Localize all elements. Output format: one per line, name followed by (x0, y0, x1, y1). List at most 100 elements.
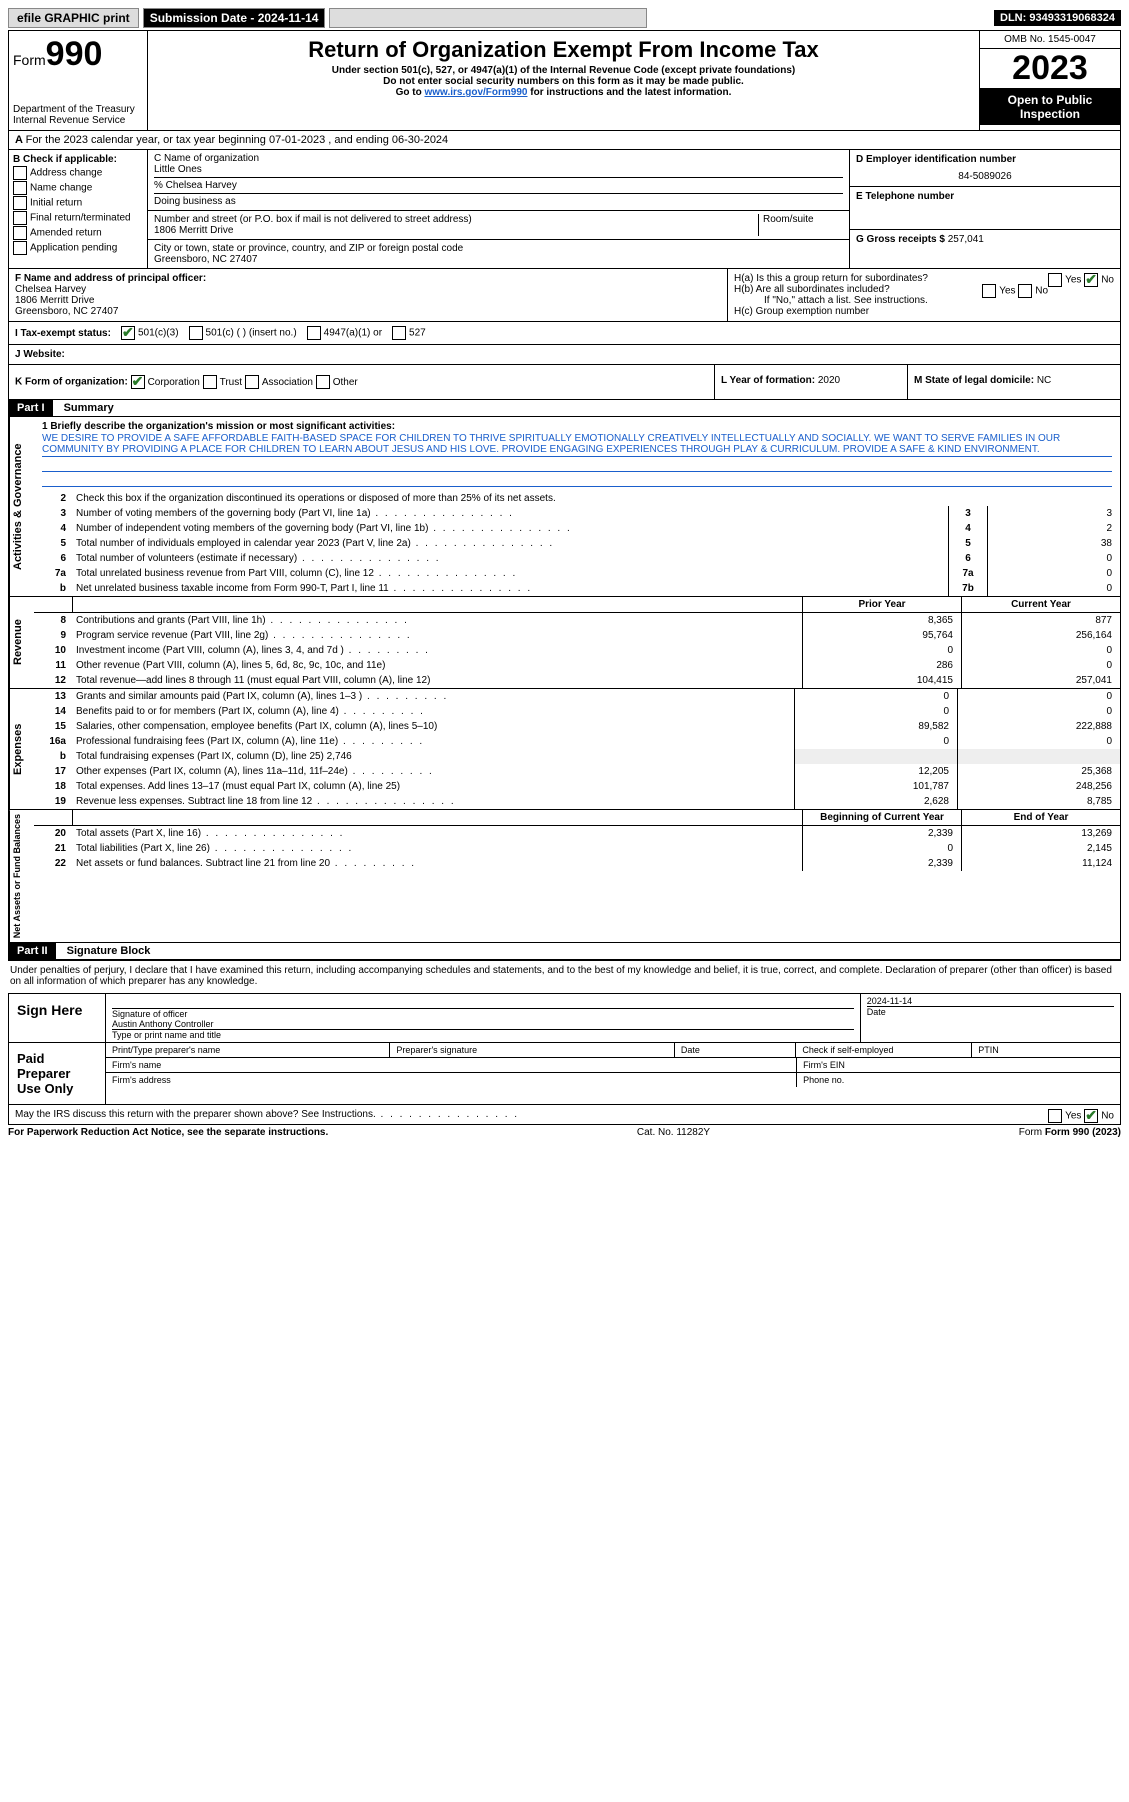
mission-label: 1 Briefly describe the organization's mi… (42, 421, 395, 432)
opt-name-change[interactable]: Name change (13, 181, 143, 195)
net-assets-section: Net Assets or Fund Balances Beginning of… (9, 810, 1120, 942)
opt-corp[interactable]: Corporation (131, 377, 200, 388)
city-cell: City or town, state or province, country… (148, 240, 849, 268)
net-side-label: Net Assets or Fund Balances (9, 810, 34, 942)
prep-name-label: Print/Type preparer's name (106, 1043, 390, 1057)
officer-addr2: Greensboro, NC 27407 (15, 306, 118, 317)
officer-label: F Name and address of principal officer: (15, 273, 206, 284)
irs-label: Internal Revenue Service (13, 115, 143, 126)
ptin-label: PTIN (972, 1043, 1120, 1057)
opt-amended[interactable]: Amended return (13, 226, 143, 240)
sig-date-cell: 2024-11-14 Date (861, 994, 1120, 1042)
prep-date-label: Date (675, 1043, 797, 1057)
dept-treasury: Department of the Treasury (13, 104, 143, 115)
box-m: M State of legal domicile: NC (907, 365, 1120, 399)
h-c: H(c) Group exemption number (734, 306, 1114, 317)
room-suite: Room/suite (758, 214, 843, 236)
line-3: 3Number of voting members of the governi… (34, 506, 1120, 521)
form-number: Form990 (13, 35, 143, 74)
part1-title: Summary (56, 400, 122, 416)
discuss-yesno[interactable]: Yes No (1048, 1109, 1114, 1123)
opt-4947[interactable]: 4947(a)(1) or (307, 326, 382, 340)
goto-pre: Go to (396, 87, 425, 98)
subtitle-2: Do not enter social security numbers on … (152, 76, 975, 87)
subtitle-1: Under section 501(c), 527, or 4947(a)(1)… (152, 65, 975, 76)
form-header: Form990 Department of the Treasury Inter… (9, 31, 1120, 131)
part1-header: Part I Summary (9, 400, 1120, 417)
perjury-statement: Under penalties of perjury, I declare th… (8, 961, 1121, 991)
org-name: Little Ones (154, 164, 843, 175)
street-address: 1806 Merritt Drive (154, 225, 758, 236)
mission-block: 1 Briefly describe the organization's mi… (34, 417, 1120, 491)
box-f: F Name and address of principal officer:… (9, 269, 727, 321)
sign-here-row: Sign Here Signature of officer Austin An… (9, 994, 1120, 1043)
expenses-table: 13Grants and similar amounts paid (Part … (34, 689, 1120, 809)
part2-title: Signature Block (59, 943, 159, 959)
line-2: 2Check this box if the organization disc… (34, 491, 1120, 506)
prep-sig-label: Preparer's signature (390, 1043, 674, 1057)
sig-officer-label: Signature of officer (112, 1008, 854, 1019)
info-block: B Check if applicable: Address change Na… (9, 150, 1120, 269)
mission-blank2 (42, 472, 1112, 487)
sign-date: 2024-11-14 (867, 996, 1114, 1006)
opt-final-return[interactable]: Final return/terminated (13, 211, 143, 225)
opt-address-change[interactable]: Address change (13, 166, 143, 180)
line-15: 15Salaries, other compensation, employee… (34, 719, 1120, 734)
opt-501c[interactable]: 501(c) ( ) (insert no.) (189, 326, 297, 340)
irs-link[interactable]: www.irs.gov/Form990 (424, 87, 527, 98)
revenue-side-label: Revenue (9, 597, 34, 688)
opt-501c3[interactable]: 501(c)(3) (121, 326, 179, 340)
k-l-m-row: K Form of organization: Corporation Trus… (9, 365, 1120, 400)
line-6: 6Total number of volunteers (estimate if… (34, 551, 1120, 566)
form-label: Form (13, 52, 46, 68)
gross-label: G Gross receipts $ (856, 234, 945, 245)
line-a: A For the 2023 calendar year, or tax yea… (9, 131, 1120, 150)
ein-label: D Employer identification number (856, 154, 1016, 165)
opt-trust[interactable]: Trust (203, 377, 242, 388)
opt-other[interactable]: Other (316, 377, 358, 388)
expenses-section: Expenses 13Grants and similar amounts pa… (9, 689, 1120, 810)
org-name-label: C Name of organization (154, 153, 843, 164)
net-content: Beginning of Current YearEnd of Year 20T… (34, 810, 1120, 942)
opt-527[interactable]: 527 (392, 326, 426, 340)
paid-content: Print/Type preparer's name Preparer's si… (106, 1043, 1120, 1104)
line-12: 12Total revenue—add lines 8 through 11 (… (34, 673, 1120, 688)
opt-pending[interactable]: Application pending (13, 241, 143, 255)
form-title: Return of Organization Exempt From Incom… (152, 37, 975, 63)
line-20: 20Total assets (Part X, line 16)2,33913,… (34, 826, 1120, 842)
l-label: L Year of formation: (721, 375, 815, 386)
sign-here-label: Sign Here (9, 994, 106, 1042)
goto-post: for instructions and the latest informat… (530, 87, 731, 98)
opt-initial-return[interactable]: Initial return (13, 196, 143, 210)
line-4: 4Number of independent voting members of… (34, 521, 1120, 536)
h-a: H(a) Is this a group return for subordin… (734, 273, 1114, 284)
firm-name-label: Firm's name (106, 1058, 797, 1072)
line-14: 14Benefits paid to or for members (Part … (34, 704, 1120, 719)
addr-label: Number and street (or P.O. box if mail i… (154, 214, 758, 225)
paid-preparer-label: Paid Preparer Use Only (9, 1043, 106, 1104)
domicile-state: NC (1037, 375, 1051, 386)
mission-blank1 (42, 457, 1112, 472)
care-of: % Chelsea Harvey (154, 177, 843, 191)
line-16a: 16aProfessional fundraising fees (Part I… (34, 734, 1120, 749)
line-5: 5Total number of individuals employed in… (34, 536, 1120, 551)
revenue-section: Revenue Prior YearCurrent Year 8Contribu… (9, 597, 1120, 689)
opt-assoc[interactable]: Association (245, 377, 313, 388)
dba-label: Doing business as (154, 193, 843, 207)
line-7b: bNet unrelated business taxable income f… (34, 581, 1120, 596)
dln-label: DLN: 93493319068324 (994, 10, 1121, 26)
subtitle-3: Go to www.irs.gov/Form990 for instructio… (152, 87, 975, 98)
tax-status-label: I Tax-exempt status: (15, 328, 111, 339)
part2-header: Part II Signature Block (9, 942, 1120, 960)
h-b-note: If "No," attach a list. See instructions… (734, 295, 1114, 306)
box-k: K Form of organization: Corporation Trus… (9, 365, 714, 399)
governance-section: Activities & Governance 1 Briefly descri… (9, 417, 1120, 597)
footer-right: Form Form 990 (2023) (1019, 1127, 1121, 1138)
officer-name: Chelsea Harvey (15, 284, 86, 295)
net-table: Beginning of Current YearEnd of Year 20T… (34, 810, 1120, 871)
expenses-side-label: Expenses (9, 689, 34, 809)
header-left: Form990 Department of the Treasury Inter… (9, 31, 148, 130)
efile-button[interactable]: efile GRAPHIC print (8, 8, 139, 28)
line-9: 9Program service revenue (Part VIII, lin… (34, 628, 1120, 643)
addr-cell: Number and street (or P.O. box if mail i… (148, 211, 849, 240)
